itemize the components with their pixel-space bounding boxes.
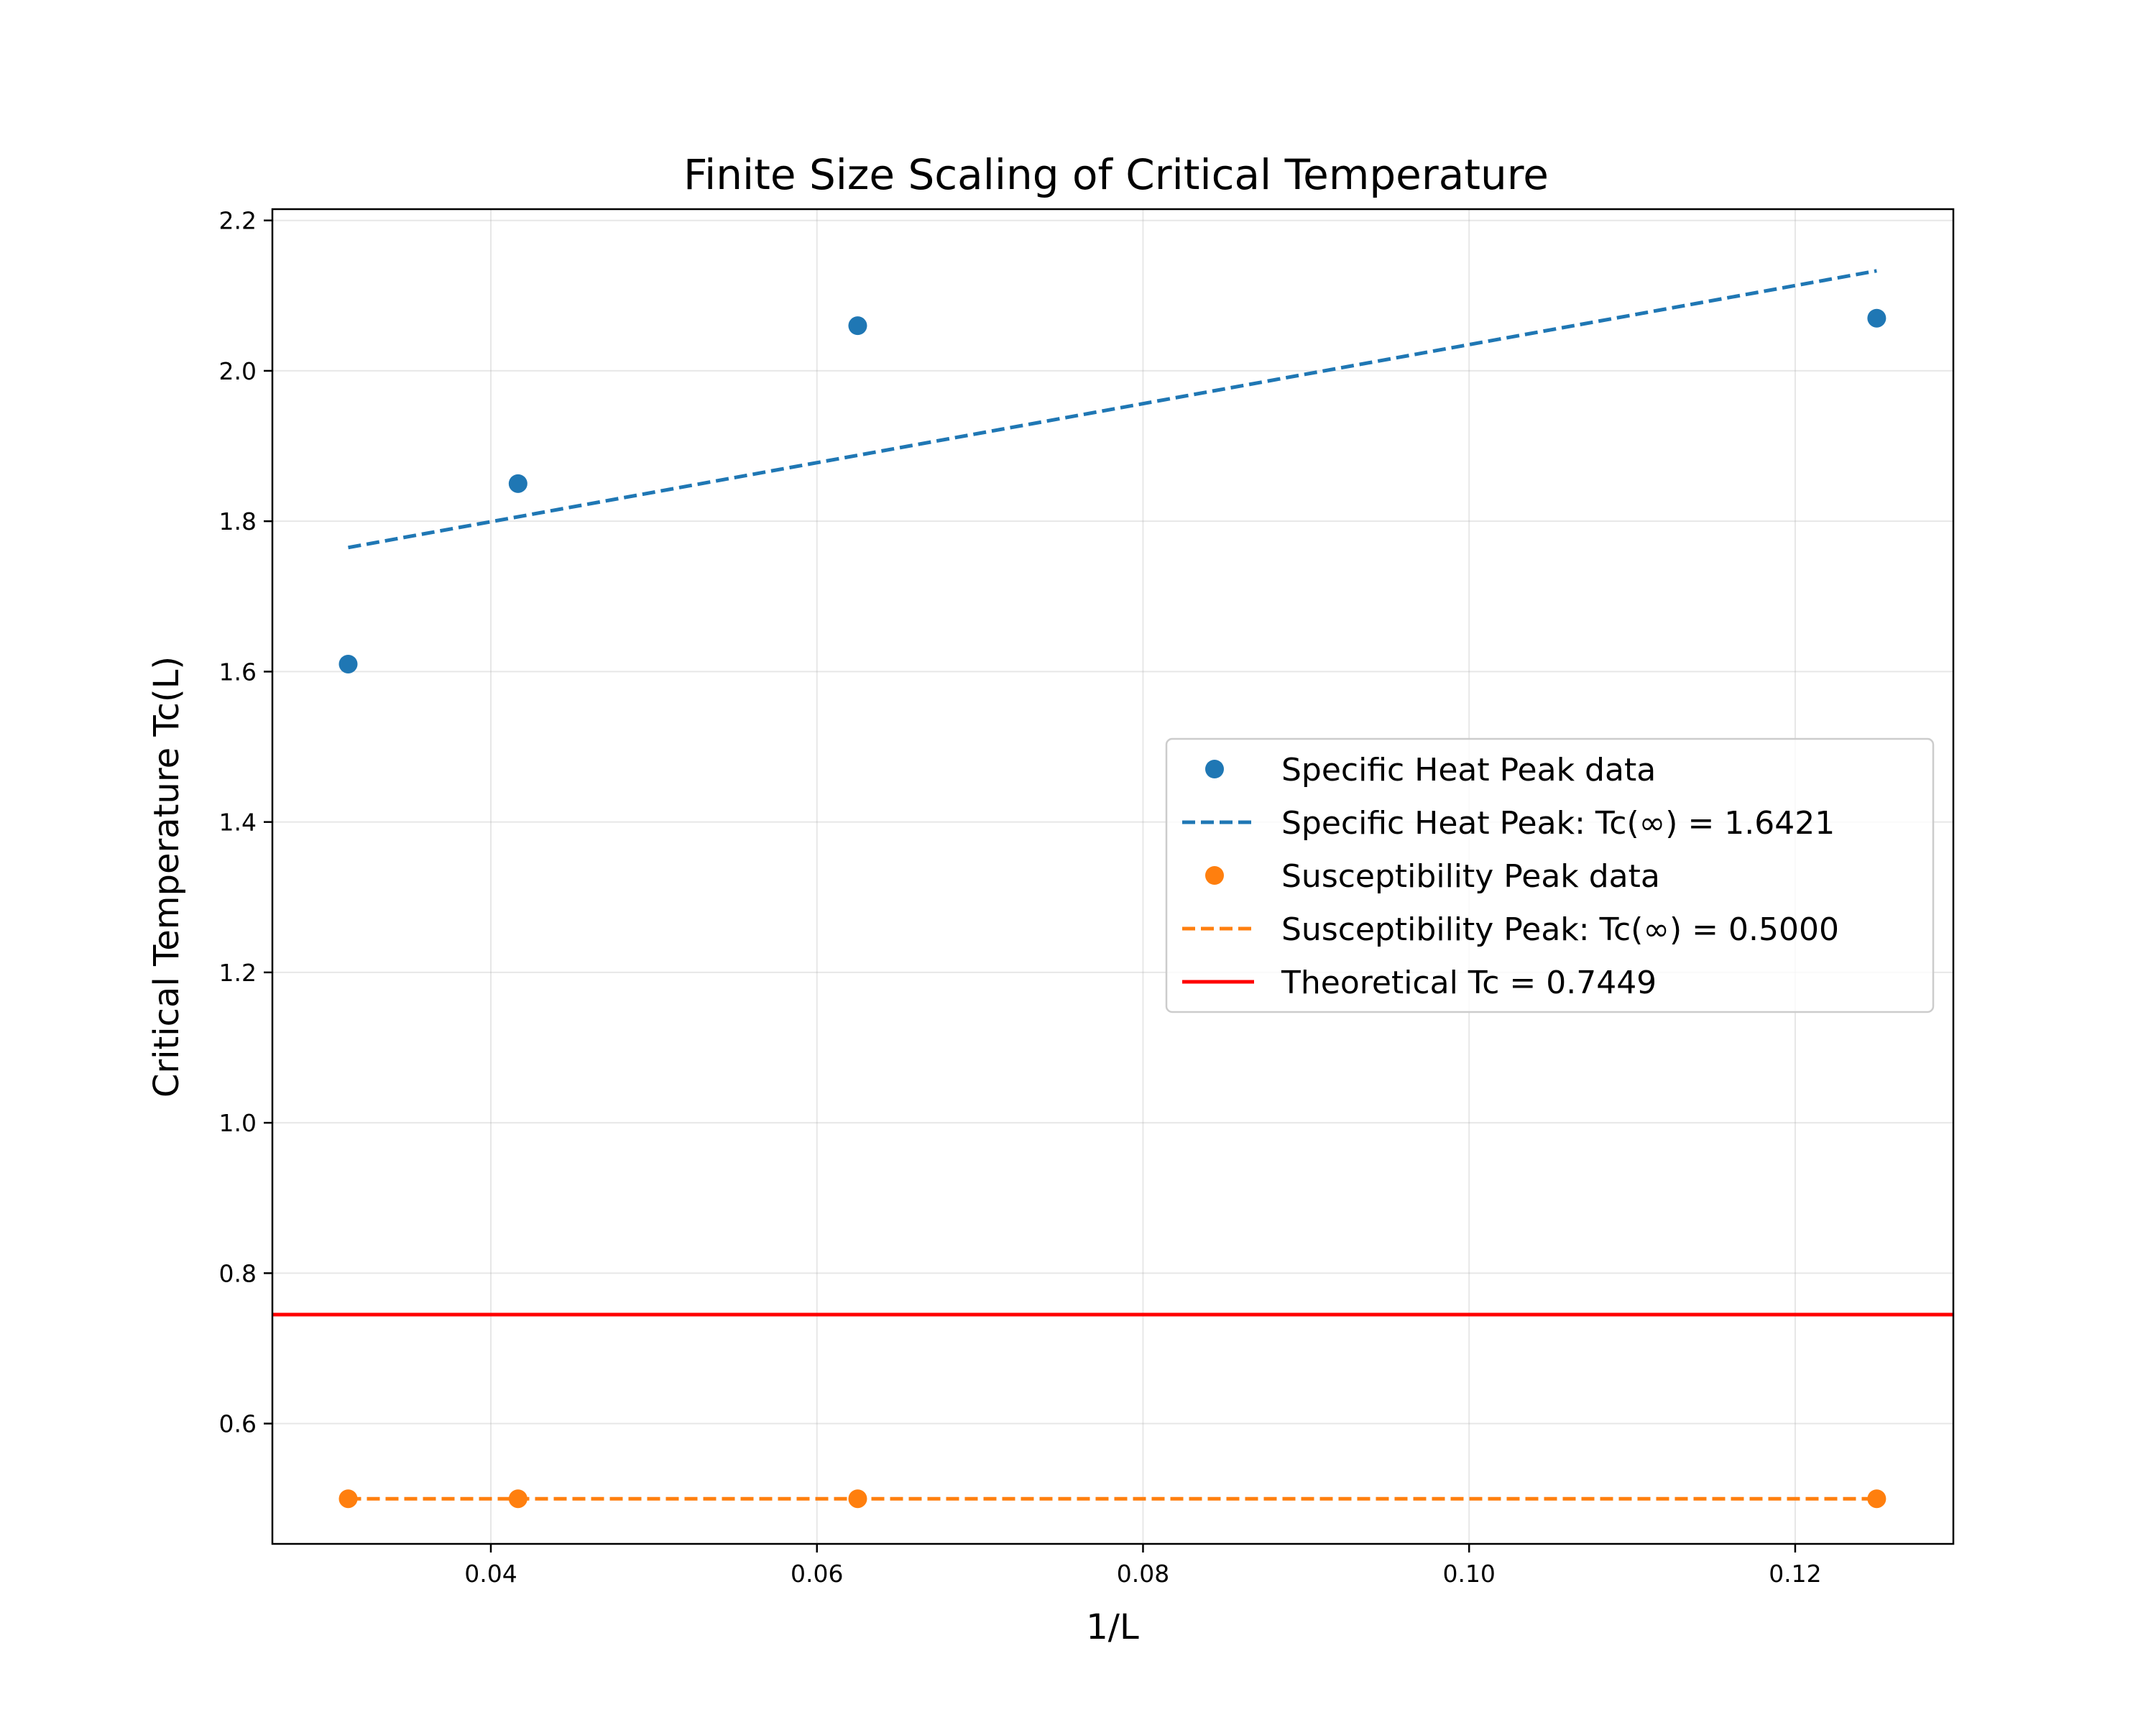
- sh-data-points: [338, 308, 1886, 673]
- sh-data-point: [1867, 308, 1886, 328]
- sh-data-point: [848, 316, 867, 336]
- y-axis-label: Critical Temperature Tc(L): [147, 656, 187, 1098]
- legend: Specific Heat Peak data Specific Heat Pea…: [1165, 737, 1935, 1013]
- chart-title: Finite Size Scaling of Critical Temperat…: [683, 150, 1549, 199]
- legend-item-sus-fit: Susceptibility Peak: Tc(∞) = 0.5000: [1182, 911, 1839, 948]
- y-tick-label: 2.2: [219, 207, 257, 235]
- y-tick-label: 1.2: [219, 959, 257, 987]
- sus-data-point: [1867, 1489, 1886, 1509]
- legend-item-sus-data: Susceptibility Peak data: [1205, 858, 1660, 895]
- y-tick-label: 0.8: [219, 1259, 257, 1287]
- x-axis-ticks: 0.04 0.06 0.08 0.10 0.12: [464, 1544, 1822, 1588]
- x-tick-label: 0.04: [464, 1560, 517, 1588]
- legend-label: Susceptibility Peak data: [1281, 858, 1660, 895]
- y-tick-label: 2.0: [219, 357, 257, 385]
- sh-data-point: [338, 654, 358, 673]
- legend-frame: [1165, 737, 1935, 1013]
- x-tick-label: 0.06: [791, 1560, 843, 1588]
- legend-label: Specific Heat Peak: Tc(∞) = 1.6421: [1281, 805, 1835, 842]
- sh-data-point: [508, 474, 528, 493]
- sus-data-point: [508, 1489, 528, 1509]
- sus-data-point: [848, 1489, 867, 1509]
- legend-label: Susceptibility Peak: Tc(∞) = 0.5000: [1281, 911, 1839, 948]
- legend-item-sh-data: Specific Heat Peak data: [1205, 752, 1656, 788]
- x-tick-label: 0.12: [1769, 1560, 1821, 1588]
- legend-marker: [1205, 760, 1224, 778]
- y-tick-label: 1.4: [219, 809, 257, 837]
- sus-data-point: [338, 1489, 358, 1509]
- y-tick-label: 1.0: [219, 1109, 257, 1137]
- x-axis-label: 1/L: [1086, 1607, 1139, 1647]
- x-tick-label: 0.10: [1442, 1560, 1495, 1588]
- x-tick-label: 0.08: [1117, 1560, 1169, 1588]
- legend-marker: [1205, 866, 1224, 885]
- legend-label: Theoretical Tc = 0.7449: [1281, 965, 1657, 1001]
- sh-fit-line: [348, 269, 1877, 550]
- y-tick-label: 0.6: [219, 1410, 257, 1438]
- legend-item-sh-fit: Specific Heat Peak: Tc(∞) = 1.6421: [1182, 805, 1835, 842]
- legend-label: Specific Heat Peak data: [1281, 752, 1656, 788]
- y-axis-ticks: 0.6 0.8 1.0 1.2 1.4 1.6 1.8 2.0 2.2: [219, 207, 272, 1438]
- y-tick-label: 1.6: [219, 658, 257, 686]
- y-tick-label: 1.8: [219, 507, 257, 535]
- sus-data-points: [338, 1489, 1886, 1509]
- legend-item-theory: Theoretical Tc = 0.7449: [1182, 965, 1657, 1001]
- plot-area-frame: [271, 208, 1955, 1545]
- plot-series: [272, 269, 1953, 1509]
